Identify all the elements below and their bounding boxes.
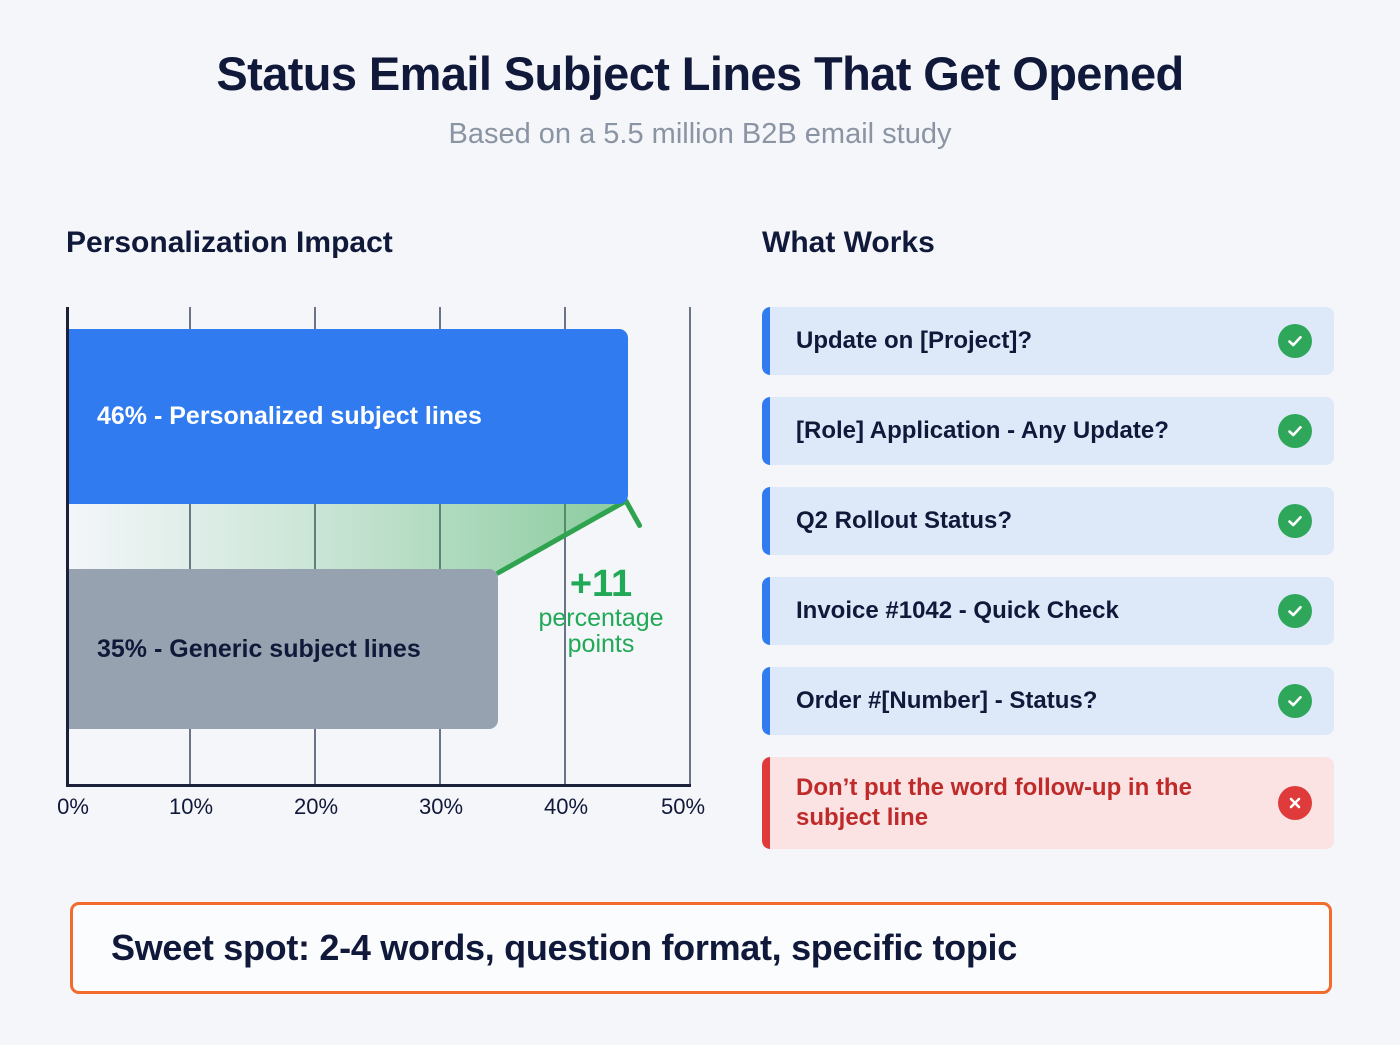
accent-bar <box>762 577 770 645</box>
accent-bar <box>762 307 770 375</box>
accent-bar <box>762 757 770 849</box>
check-circle-icon <box>1278 504 1312 538</box>
page-title: Status Email Subject Lines That Get Open… <box>216 47 1184 100</box>
bar-personalized-label: 46% - Personalized subject lines <box>97 402 482 430</box>
list-heading: What Works <box>762 226 935 259</box>
accent-bar <box>762 397 770 465</box>
accent-bar <box>762 487 770 555</box>
check-circle-icon <box>1278 324 1312 358</box>
accent-bar <box>762 667 770 735</box>
check-circle-icon <box>1278 684 1312 718</box>
bar-generic-label: 35% - Generic subject lines <box>97 634 421 663</box>
tick-label-20: 20% <box>293 794 339 819</box>
page-header: Status Email Subject Lines That Get Open… <box>0 0 1400 151</box>
list-item-label: Order #[Number] - Status? <box>796 686 1098 714</box>
sweet-spot-text: Sweet spot: 2-4 words, question format, … <box>111 927 1017 968</box>
gridline-50 <box>689 307 691 787</box>
bar-personalized: 46% - Personalized subject lines <box>66 329 628 504</box>
tick-label-10: 10% <box>168 794 214 819</box>
delta-value: +11 <box>569 563 633 605</box>
tick-label-50: 50% <box>660 794 706 819</box>
list-item[interactable]: Update on [Project]? <box>762 307 1334 375</box>
list-item-label: Q2 Rollout Status? <box>796 506 1012 534</box>
list-item[interactable]: Order #[Number] - Status? <box>762 667 1334 735</box>
page-subtitle: Based on a 5.5 million B2B email study <box>448 117 952 150</box>
list-item-label: Update on [Project]? <box>796 326 1033 354</box>
tick-label-40: 40% <box>543 794 589 819</box>
delta-unit-line1: percentage <box>538 603 664 632</box>
delta-unit-line2: points <box>567 629 635 658</box>
x-axis-tick-labels: 0% 10% 20% 30% 40% 50% <box>57 794 705 828</box>
bar-chart: 46% - Personalized subject lines 35% - G… <box>57 307 705 819</box>
delta-annotation: +11 percentage points <box>531 563 671 658</box>
list-item[interactable]: Invoice #1042 - Quick Check <box>762 577 1334 645</box>
sweet-spot-banner: Sweet spot: 2-4 words, question format, … <box>70 902 1332 994</box>
tick-label-0: 0% <box>57 794 89 819</box>
list-item-label: Invoice #1042 - Quick Check <box>796 596 1119 624</box>
bar-generic: 35% - Generic subject lines <box>66 569 498 729</box>
what-works-section: What Works Update on [Project]? [Role] A… <box>762 228 1334 871</box>
list-item-label: Don’t put the word follow-up in the subj… <box>796 773 1192 831</box>
subject-line-list: Update on [Project]? [Role] Application … <box>762 307 1334 849</box>
x-circle-icon <box>1278 786 1312 820</box>
list-item-warning[interactable]: Don’t put the word follow-up in the subj… <box>762 757 1334 849</box>
list-item-label: [Role] Application - Any Update? <box>796 416 1169 444</box>
check-circle-icon <box>1278 594 1312 628</box>
chart-section: Personalization Impact <box>57 226 706 820</box>
check-circle-icon <box>1278 414 1312 448</box>
y-axis <box>66 307 69 787</box>
chart-title: Personalization Impact <box>66 226 393 259</box>
x-axis <box>66 784 691 787</box>
tick-label-30: 30% <box>418 794 464 819</box>
list-item[interactable]: Q2 Rollout Status? <box>762 487 1334 555</box>
list-item[interactable]: [Role] Application - Any Update? <box>762 397 1334 465</box>
